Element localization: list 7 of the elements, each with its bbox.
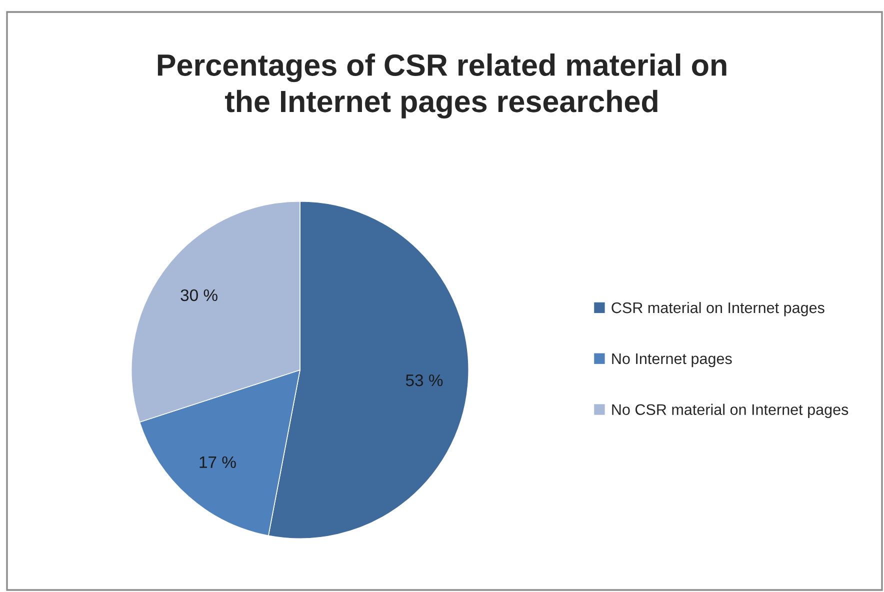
data-label: 17 % [200, 456, 236, 468]
legend-label: No Internet pages [612, 353, 732, 368]
chart-title: Percentages of CSR related material on the Internet pages researched [158, 54, 726, 118]
legend-label: CSR material on Internet pages [612, 302, 824, 316]
data-label: 53 % [406, 374, 443, 386]
data-label: 30 % [180, 289, 218, 302]
legend-label: No CSR material on Internet pages [612, 404, 848, 418]
